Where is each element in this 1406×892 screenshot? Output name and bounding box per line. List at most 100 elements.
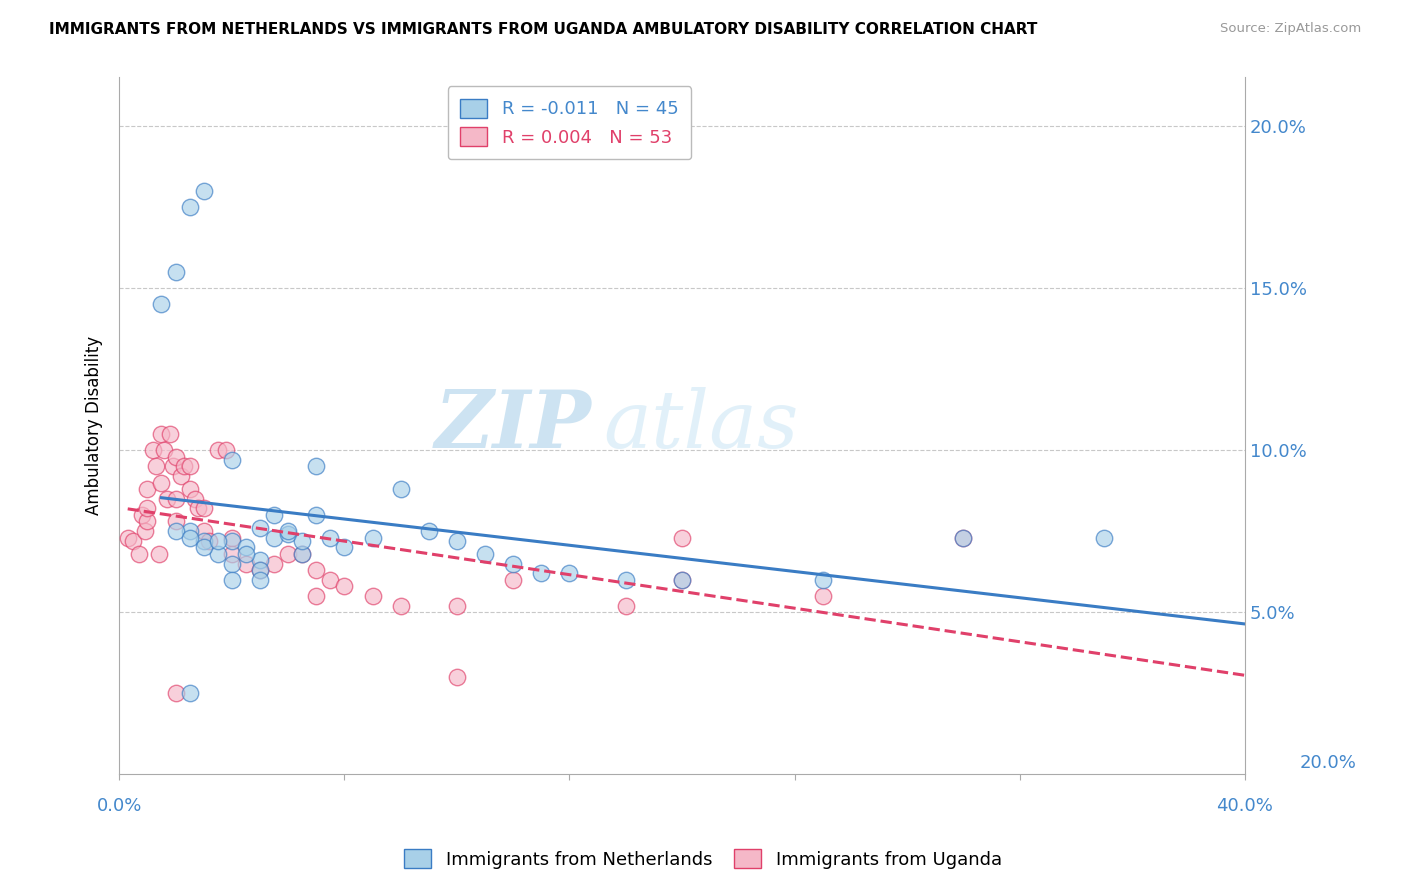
Point bbox=[165, 686, 187, 700]
Point bbox=[165, 491, 187, 506]
Point bbox=[502, 573, 524, 587]
Point bbox=[165, 450, 187, 464]
Point bbox=[179, 482, 201, 496]
Point bbox=[291, 547, 314, 561]
Point bbox=[502, 557, 524, 571]
Point bbox=[193, 184, 215, 198]
Point bbox=[193, 533, 215, 548]
Point bbox=[156, 491, 179, 506]
Point bbox=[249, 553, 271, 567]
Point bbox=[193, 501, 215, 516]
Point bbox=[179, 686, 201, 700]
Point bbox=[150, 426, 173, 441]
Point bbox=[221, 453, 243, 467]
Point bbox=[277, 547, 299, 561]
Point bbox=[305, 508, 328, 522]
Point bbox=[221, 573, 243, 587]
Point bbox=[136, 482, 159, 496]
Point bbox=[811, 589, 834, 603]
Point bbox=[333, 579, 356, 593]
Point bbox=[159, 426, 181, 441]
Point bbox=[389, 599, 412, 613]
Point bbox=[193, 524, 215, 538]
Point bbox=[305, 563, 328, 577]
Point bbox=[187, 501, 209, 516]
Text: atlas: atlas bbox=[603, 387, 799, 465]
Text: Source: ZipAtlas.com: Source: ZipAtlas.com bbox=[1220, 22, 1361, 36]
Point bbox=[319, 573, 342, 587]
Point bbox=[263, 557, 285, 571]
Point bbox=[128, 547, 150, 561]
Point bbox=[170, 469, 193, 483]
Point bbox=[165, 524, 187, 538]
Point bbox=[1092, 531, 1115, 545]
Point bbox=[671, 573, 693, 587]
Point bbox=[207, 547, 229, 561]
Point bbox=[179, 459, 201, 474]
Point bbox=[221, 531, 243, 545]
Point bbox=[558, 566, 581, 581]
Point bbox=[305, 459, 328, 474]
Legend: Immigrants from Netherlands, Immigrants from Uganda: Immigrants from Netherlands, Immigrants … bbox=[396, 842, 1010, 876]
Text: 0.0%: 0.0% bbox=[97, 797, 142, 815]
Point bbox=[221, 533, 243, 548]
Point bbox=[614, 573, 637, 587]
Point bbox=[319, 531, 342, 545]
Point bbox=[150, 297, 173, 311]
Point bbox=[671, 573, 693, 587]
Point bbox=[530, 566, 553, 581]
Point bbox=[333, 541, 356, 555]
Point bbox=[389, 482, 412, 496]
Point bbox=[165, 515, 187, 529]
Point bbox=[446, 670, 468, 684]
Point bbox=[291, 533, 314, 548]
Point bbox=[235, 547, 257, 561]
Point bbox=[117, 531, 139, 545]
Point bbox=[198, 533, 221, 548]
Point bbox=[207, 533, 229, 548]
Point bbox=[277, 524, 299, 538]
Point bbox=[162, 459, 184, 474]
Text: 20.0%: 20.0% bbox=[1301, 754, 1357, 772]
Point bbox=[305, 589, 328, 603]
Point bbox=[165, 265, 187, 279]
Point bbox=[291, 547, 314, 561]
Point bbox=[134, 524, 156, 538]
Point bbox=[418, 524, 440, 538]
Point bbox=[235, 541, 257, 555]
Point bbox=[361, 531, 384, 545]
Text: 40.0%: 40.0% bbox=[1216, 797, 1274, 815]
Point bbox=[952, 531, 974, 545]
Point bbox=[474, 547, 496, 561]
Point bbox=[221, 557, 243, 571]
Point bbox=[249, 563, 271, 577]
Point bbox=[142, 443, 165, 458]
Point bbox=[122, 533, 145, 548]
Point bbox=[179, 524, 201, 538]
Point bbox=[235, 557, 257, 571]
Point bbox=[148, 547, 170, 561]
Point bbox=[193, 541, 215, 555]
Point bbox=[263, 508, 285, 522]
Point bbox=[263, 531, 285, 545]
Point bbox=[131, 508, 153, 522]
Text: ZIP: ZIP bbox=[434, 387, 592, 465]
Point bbox=[136, 501, 159, 516]
Point bbox=[221, 547, 243, 561]
Point bbox=[249, 573, 271, 587]
Point bbox=[277, 527, 299, 541]
Point bbox=[446, 599, 468, 613]
Point bbox=[179, 200, 201, 214]
Legend: R = -0.011   N = 45, R = 0.004   N = 53: R = -0.011 N = 45, R = 0.004 N = 53 bbox=[447, 87, 692, 160]
Point bbox=[361, 589, 384, 603]
Point bbox=[153, 443, 176, 458]
Point bbox=[207, 443, 229, 458]
Point bbox=[145, 459, 167, 474]
Point bbox=[136, 515, 159, 529]
Point bbox=[179, 531, 201, 545]
Point bbox=[249, 521, 271, 535]
Point bbox=[215, 443, 238, 458]
Point bbox=[614, 599, 637, 613]
Point bbox=[446, 533, 468, 548]
Point bbox=[249, 563, 271, 577]
